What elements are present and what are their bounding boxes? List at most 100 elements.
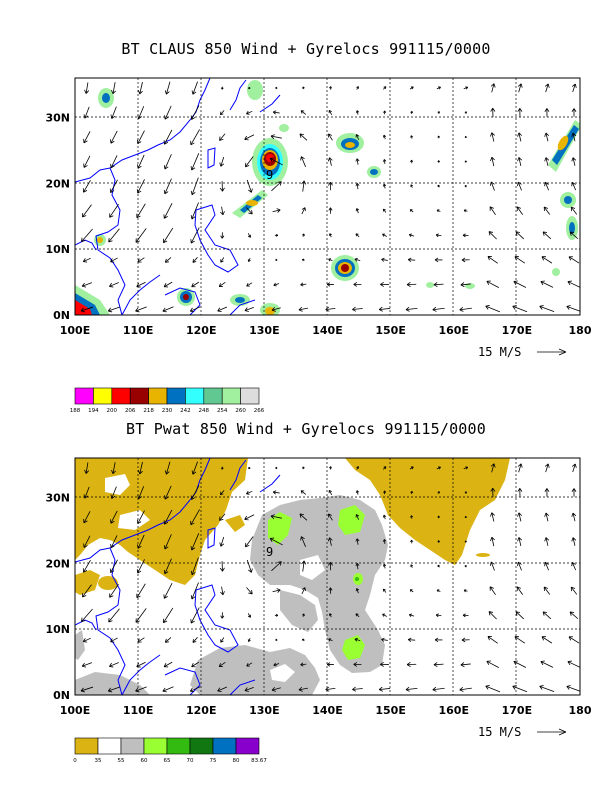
lon-tick-label: 140E bbox=[312, 704, 342, 717]
lon-tick-label: 100E bbox=[60, 704, 90, 717]
wind-vector bbox=[571, 512, 577, 522]
wind-vector bbox=[300, 536, 306, 547]
panel-1-wind-vectors bbox=[80, 81, 580, 313]
wind-vector bbox=[432, 306, 445, 312]
wind-vector bbox=[302, 466, 305, 470]
wind-vector bbox=[83, 535, 91, 548]
wind-vector bbox=[464, 565, 467, 568]
lat-tick-label: 0N bbox=[53, 689, 70, 702]
wind-vector bbox=[191, 281, 200, 288]
wind-vector bbox=[566, 685, 580, 692]
wind-vector bbox=[380, 661, 389, 667]
wind-vector bbox=[248, 86, 251, 90]
lat-tick-label: 10N bbox=[45, 243, 70, 256]
wind-vector bbox=[217, 306, 228, 313]
colorbar-label: 0 bbox=[73, 758, 77, 764]
wind-vector bbox=[544, 488, 550, 497]
wind-vector bbox=[544, 463, 550, 473]
wind-vector bbox=[570, 206, 578, 215]
wind-vector bbox=[300, 282, 307, 287]
pwat-regions bbox=[75, 458, 510, 695]
wind-vector bbox=[246, 179, 253, 193]
colorbar-label: 206 bbox=[125, 408, 136, 414]
wind-vector bbox=[163, 154, 172, 170]
wind-vector bbox=[490, 487, 496, 497]
wind-vector bbox=[571, 537, 577, 546]
wind-vector bbox=[461, 257, 470, 263]
lat-tick-label: 10N bbox=[45, 623, 70, 636]
wind-vector bbox=[328, 258, 333, 262]
colorbar-swatch bbox=[235, 737, 260, 755]
wind-vector bbox=[136, 661, 146, 668]
wind-vector bbox=[485, 305, 501, 313]
wind-vector bbox=[83, 511, 91, 524]
lon-tick-label: 170E bbox=[502, 704, 532, 717]
wind-vector bbox=[83, 131, 91, 144]
wind-vector bbox=[164, 257, 172, 263]
colorbar-swatch bbox=[97, 737, 122, 755]
wind-vector bbox=[517, 83, 523, 93]
wind-vector bbox=[84, 82, 90, 94]
wind-vector bbox=[571, 83, 577, 93]
wind-vector bbox=[219, 513, 226, 521]
colorbar-swatch bbox=[74, 387, 94, 405]
wind-vector bbox=[432, 686, 445, 692]
lat-tick-label: 30N bbox=[45, 112, 70, 125]
wind-vector bbox=[220, 466, 224, 470]
wind-vector bbox=[489, 181, 495, 191]
wind-vector bbox=[164, 637, 172, 643]
panel-1-field bbox=[75, 78, 580, 315]
wind-vector bbox=[566, 305, 580, 312]
panel-1-grid bbox=[75, 78, 580, 315]
wind-vector bbox=[164, 461, 171, 475]
wind-vector bbox=[514, 256, 526, 264]
wind-vector bbox=[137, 257, 145, 263]
wind-vector bbox=[569, 231, 579, 240]
wind-vector bbox=[544, 83, 550, 93]
lon-tick-label: 180 bbox=[569, 324, 592, 337]
wind-vector bbox=[328, 489, 333, 496]
wind-vector bbox=[163, 661, 173, 668]
wind-vector bbox=[246, 490, 253, 495]
wind-vector bbox=[382, 563, 387, 569]
wind-vector bbox=[378, 686, 391, 692]
wind-vector bbox=[272, 490, 280, 495]
wind-vector bbox=[460, 662, 471, 668]
wind-vector bbox=[300, 662, 307, 667]
wind-vector bbox=[302, 233, 305, 237]
panel-1-colorbar: 188 194 200 206 218 230 242 248 254 260 266 bbox=[70, 387, 265, 414]
wind-vector bbox=[110, 535, 118, 549]
wind-vector bbox=[437, 491, 440, 494]
wind-vector bbox=[244, 686, 254, 692]
svg-text:15 M/S: 15 M/S bbox=[478, 345, 521, 359]
wind-vector bbox=[244, 306, 254, 312]
wind-vector bbox=[355, 613, 360, 618]
wind-vector bbox=[244, 134, 255, 141]
colorbar-label: 260 bbox=[235, 408, 246, 414]
wind-vector bbox=[542, 231, 552, 240]
wind-vector bbox=[382, 183, 387, 189]
wind-vector bbox=[110, 637, 118, 643]
wind-vector bbox=[275, 638, 278, 641]
wind-vector bbox=[164, 105, 172, 120]
wind-vector bbox=[81, 228, 93, 243]
wind-vector bbox=[328, 587, 333, 594]
wind-vector bbox=[135, 306, 147, 313]
wind-vector bbox=[435, 613, 442, 618]
wind-vector bbox=[220, 490, 225, 496]
lon-tick-label: 110E bbox=[123, 704, 153, 717]
wind-vector bbox=[378, 306, 391, 312]
wind-vector bbox=[219, 156, 225, 167]
wind-vector bbox=[220, 612, 225, 619]
wind-vector bbox=[190, 202, 199, 220]
wind-vector bbox=[544, 108, 550, 117]
wind-vector bbox=[107, 686, 121, 693]
panel-1-map: 9 100E 110E 120E 130E 140E 150E 160E 170E 1800N1… bbox=[45, 77, 592, 414]
wind-vector bbox=[517, 157, 523, 167]
storm-marker-2: 9 bbox=[266, 545, 273, 559]
wind-vector bbox=[109, 179, 118, 193]
wind-vector bbox=[80, 686, 94, 693]
wind-vector bbox=[544, 181, 549, 191]
wind-vector bbox=[542, 611, 552, 620]
wind-vector bbox=[274, 613, 279, 617]
